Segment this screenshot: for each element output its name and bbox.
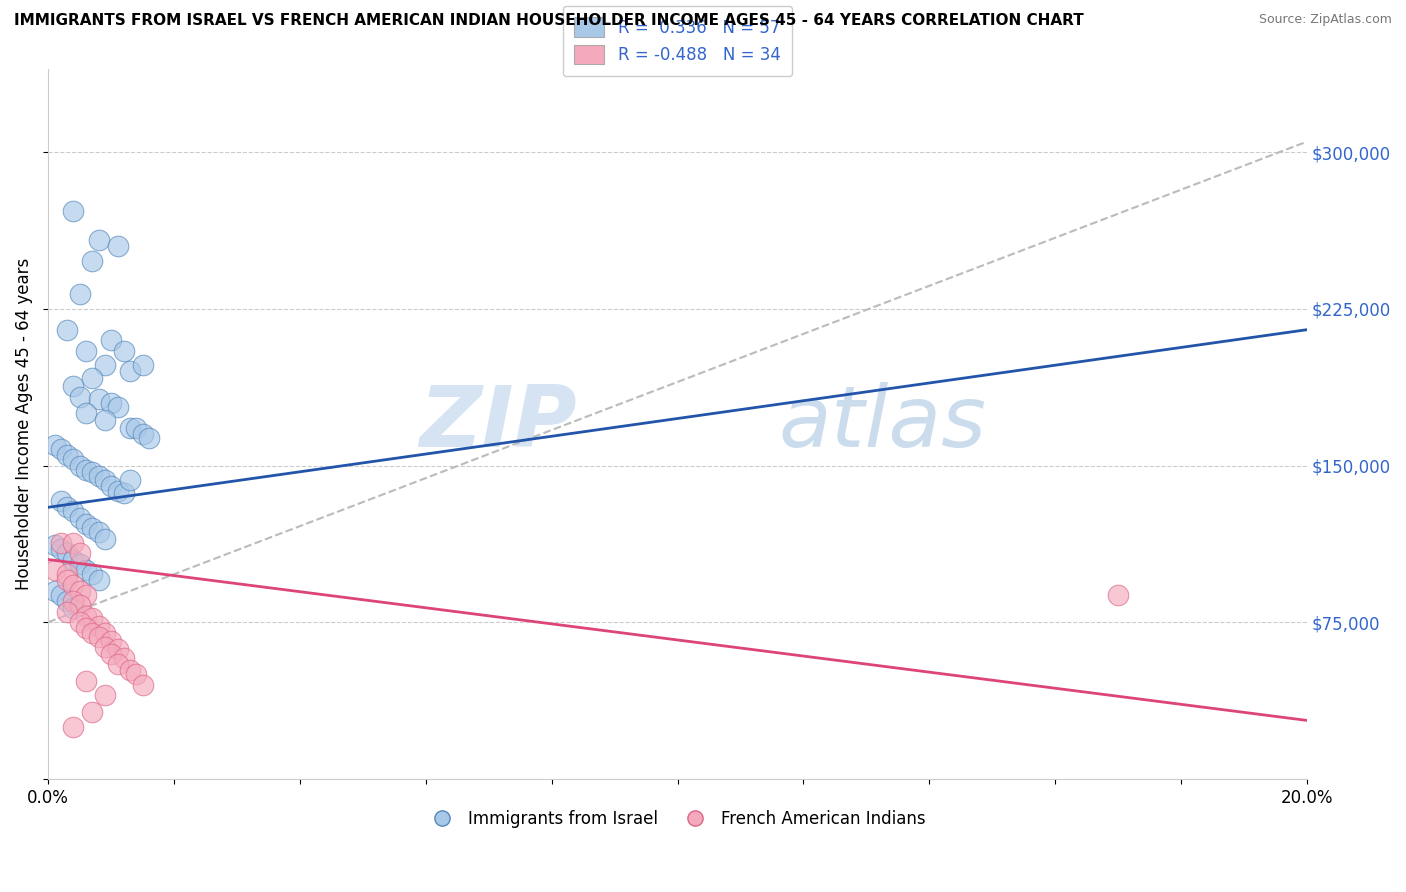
Point — [82, 625, 104, 640]
Point — [56, 448, 79, 462]
Point — [49, 442, 72, 456]
Point — [82, 465, 104, 479]
Point — [125, 421, 148, 435]
Point — [120, 421, 142, 435]
Point — [131, 358, 153, 372]
Point — [82, 253, 104, 268]
Point — [120, 663, 142, 677]
Point — [112, 343, 135, 358]
Point — [56, 574, 79, 588]
Point — [82, 370, 104, 384]
Point — [112, 650, 135, 665]
Point — [62, 504, 84, 518]
Point — [94, 640, 117, 655]
Point — [107, 483, 129, 498]
Text: Source: ZipAtlas.com: Source: ZipAtlas.com — [1258, 13, 1392, 27]
Point — [75, 563, 97, 577]
Point — [131, 427, 153, 442]
Point — [107, 239, 129, 253]
Point — [69, 599, 91, 613]
Y-axis label: Householder Income Ages 45 - 64 years: Householder Income Ages 45 - 64 years — [15, 258, 32, 590]
Point — [107, 642, 129, 657]
Point — [100, 647, 122, 661]
Point — [69, 615, 91, 630]
Point — [87, 469, 110, 483]
Point — [44, 538, 66, 552]
Point — [62, 536, 84, 550]
Point — [100, 333, 122, 347]
Point — [82, 567, 104, 582]
Point — [75, 516, 97, 531]
Point — [56, 567, 79, 582]
Point — [75, 609, 97, 624]
Point — [75, 622, 97, 636]
Point — [138, 431, 160, 445]
Point — [94, 532, 117, 546]
Point — [87, 619, 110, 633]
Point — [62, 379, 84, 393]
Point — [56, 323, 79, 337]
Point — [87, 392, 110, 406]
Point — [75, 343, 97, 358]
Point — [87, 630, 110, 644]
Point — [69, 546, 91, 560]
Point — [49, 494, 72, 508]
Point — [44, 563, 66, 577]
Point — [56, 546, 79, 560]
Point — [69, 557, 91, 571]
Point — [75, 673, 97, 688]
Point — [44, 583, 66, 598]
Point — [87, 233, 110, 247]
Point — [49, 542, 72, 557]
Point — [62, 577, 84, 591]
Point — [49, 536, 72, 550]
Point — [1107, 588, 1129, 602]
Point — [131, 678, 153, 692]
Point — [94, 689, 117, 703]
Point — [69, 287, 91, 301]
Point — [94, 473, 117, 487]
Point — [56, 500, 79, 515]
Text: atlas: atlas — [779, 382, 986, 466]
Point — [94, 625, 117, 640]
Point — [107, 657, 129, 671]
Point — [62, 203, 84, 218]
Point — [94, 412, 117, 426]
Point — [100, 479, 122, 493]
Point — [62, 720, 84, 734]
Point — [44, 437, 66, 451]
Point — [107, 400, 129, 414]
Point — [56, 605, 79, 619]
Point — [75, 406, 97, 420]
Legend: Immigrants from Israel, French American Indians: Immigrants from Israel, French American … — [423, 803, 932, 835]
Point — [125, 667, 148, 681]
Point — [100, 634, 122, 648]
Point — [49, 588, 72, 602]
Point — [69, 458, 91, 473]
Point — [69, 390, 91, 404]
Point — [87, 525, 110, 540]
Point — [69, 583, 91, 598]
Text: ZIP: ZIP — [419, 382, 576, 466]
Point — [75, 588, 97, 602]
Point — [120, 473, 142, 487]
Point — [87, 574, 110, 588]
Point — [82, 705, 104, 719]
Point — [94, 358, 117, 372]
Point — [62, 452, 84, 467]
Point — [100, 396, 122, 410]
Point — [62, 594, 84, 608]
Point — [62, 600, 84, 615]
Point — [75, 463, 97, 477]
Point — [120, 364, 142, 378]
Point — [82, 611, 104, 625]
Point — [82, 521, 104, 535]
Text: IMMIGRANTS FROM ISRAEL VS FRENCH AMERICAN INDIAN HOUSEHOLDER INCOME AGES 45 - 64: IMMIGRANTS FROM ISRAEL VS FRENCH AMERICA… — [14, 13, 1084, 29]
Point — [56, 594, 79, 608]
Point — [62, 552, 84, 566]
Point — [69, 510, 91, 524]
Point — [112, 485, 135, 500]
